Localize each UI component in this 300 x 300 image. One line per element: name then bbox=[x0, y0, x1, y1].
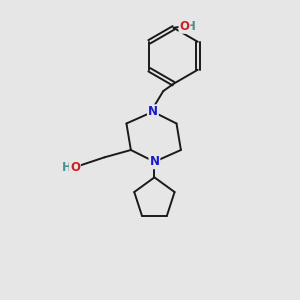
Text: N: N bbox=[148, 105, 158, 118]
Text: N: N bbox=[149, 155, 159, 168]
Text: H: H bbox=[62, 161, 72, 174]
Text: H: H bbox=[185, 20, 195, 33]
Text: O: O bbox=[70, 161, 80, 174]
Text: O: O bbox=[179, 20, 190, 33]
